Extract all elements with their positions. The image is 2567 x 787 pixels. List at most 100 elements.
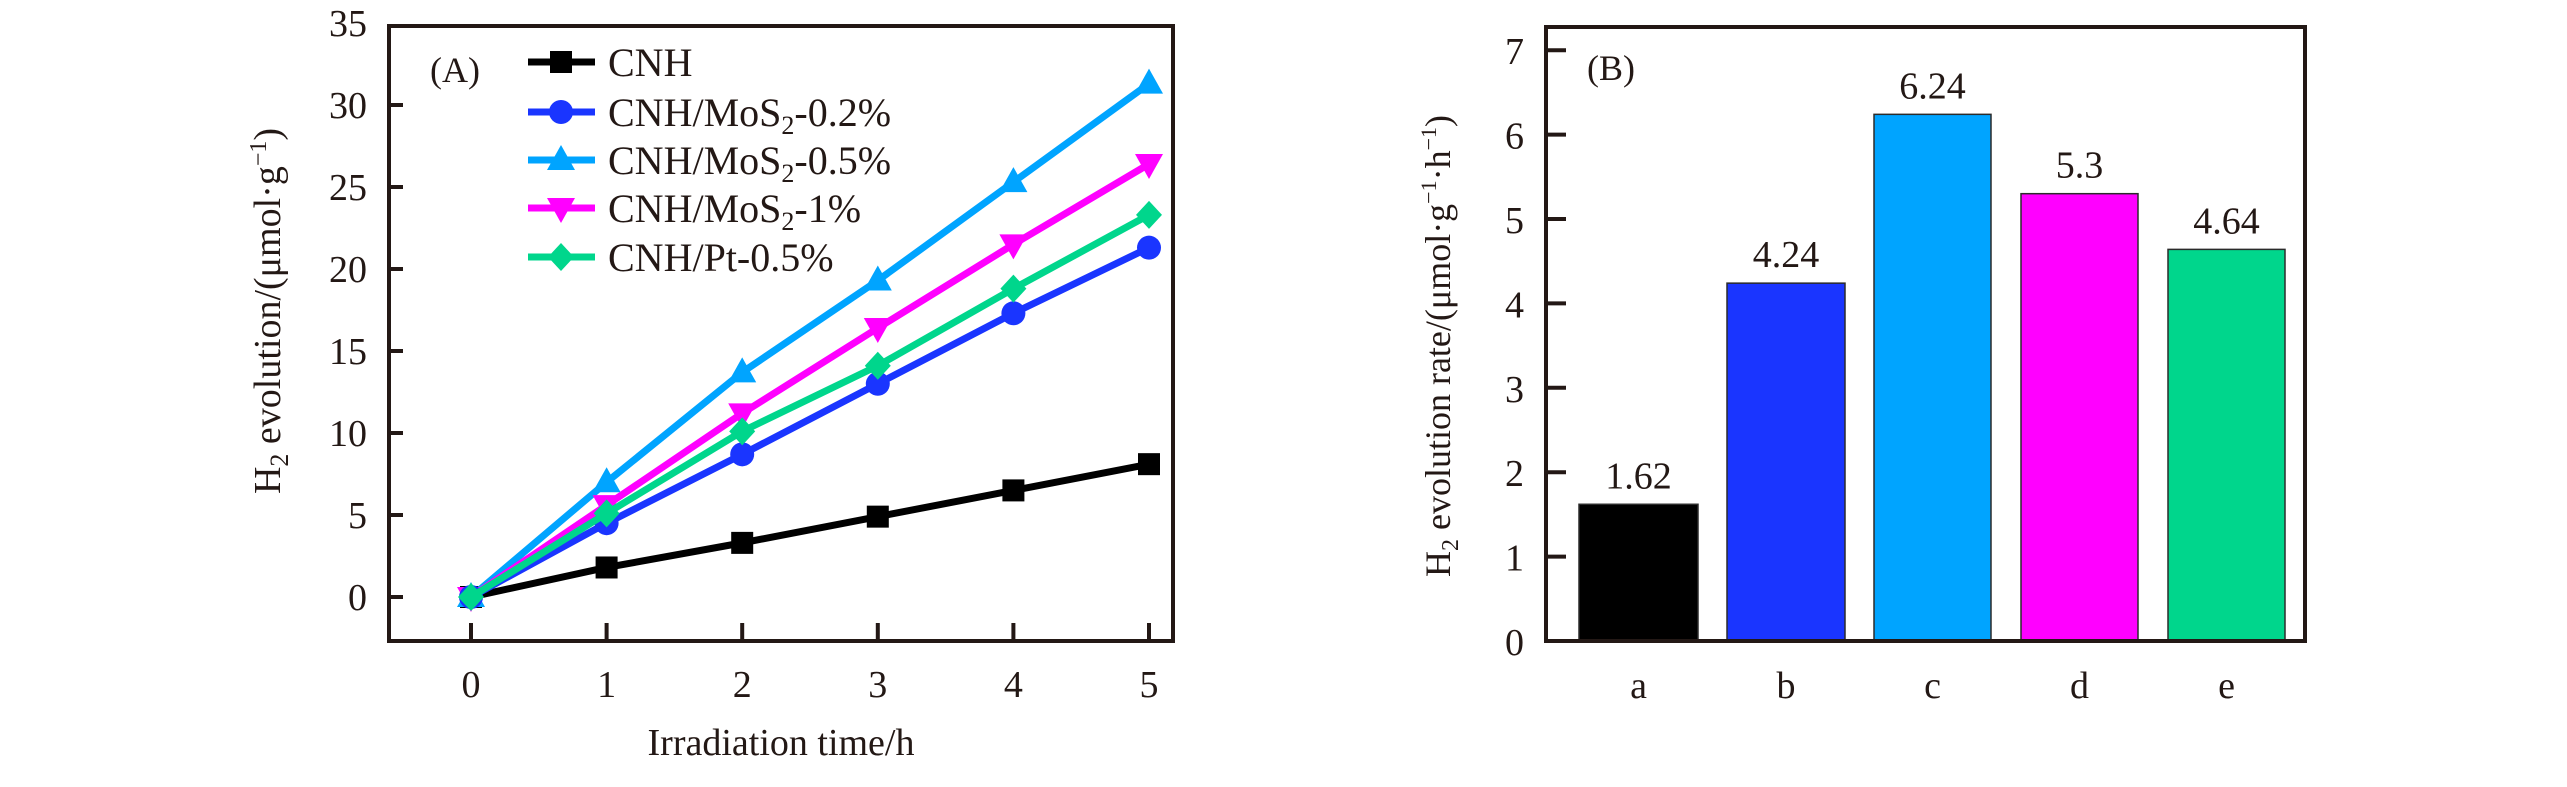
data-point-marker	[1137, 235, 1161, 260]
y-tick-label: 20	[329, 249, 367, 291]
panel-b-data-labels: 1.62 4.24 6.24 5.3 4.64	[1605, 65, 2260, 497]
panel-a-x-ticks: 0 1 2 3 4 5	[462, 623, 1159, 706]
data-point-marker	[864, 351, 891, 380]
panel-b-label: (B)	[1587, 48, 1635, 88]
x-tick-label: 1	[597, 664, 616, 706]
panel-b-bars	[1578, 113, 2286, 642]
x-tick-label: 2	[733, 664, 752, 706]
legend-marker	[547, 198, 575, 223]
legend-label: CNH/Pt-0.5%	[608, 235, 834, 280]
y-tick-label: 6	[1505, 116, 1524, 158]
panel-b-y-axis-title: H2 evolution rate/(μmol·g−1·h−1)	[1416, 115, 1464, 577]
data-point-marker	[999, 234, 1028, 260]
legend-item: CNH	[528, 40, 692, 85]
data-label: 4.24	[1753, 234, 1820, 276]
legend-marker	[549, 100, 573, 124]
x-tick-label: e	[2218, 665, 2235, 707]
y-tick-label: 2	[1505, 453, 1524, 495]
data-label: 4.64	[2193, 200, 2260, 242]
data-point-marker	[863, 265, 892, 291]
bar-c	[1873, 113, 1992, 642]
y-tick-label: 5	[348, 495, 367, 537]
data-point-marker	[728, 403, 757, 429]
legend-label: CNH/MoS2-0.5%	[608, 138, 891, 188]
y-tick-label: 15	[329, 331, 367, 373]
data-point-marker	[863, 318, 892, 344]
x-tick-label: 0	[462, 664, 481, 706]
series-line	[469, 244, 1151, 601]
panel-a-label: (A)	[430, 50, 480, 90]
data-point-marker	[865, 371, 890, 396]
legend-marker	[548, 243, 574, 271]
x-tick-label: 4	[1004, 664, 1023, 706]
data-point-marker	[595, 556, 618, 579]
data-point-marker	[728, 357, 757, 383]
legend-label: CNH/MoS2-0.2%	[608, 90, 891, 140]
series-line	[470, 460, 1150, 601]
x-tick-label: a	[1630, 665, 1647, 707]
panel-a-legend: CNH CNH/MoS2-0.2%CNH/MoS2-0.5%CNH/MoS2-1%…	[528, 40, 891, 280]
panel-a-series	[457, 68, 1163, 612]
data-point-marker	[1135, 68, 1163, 94]
panel-a-plot-frame	[387, 24, 1175, 643]
data-point-marker	[593, 499, 620, 528]
bar-d	[2020, 192, 2139, 642]
data-point-marker	[1002, 479, 1025, 502]
bar-e	[2167, 248, 2286, 642]
legend-marker	[550, 51, 572, 73]
data-label: 6.24	[1899, 65, 1966, 107]
x-tick-label: b	[1777, 665, 1796, 707]
data-point-marker	[592, 467, 621, 493]
legend-item: CNH/MoS2-0.2%	[528, 90, 891, 140]
panel-a-y-axis-title: H2 evolution/(μmol·g−1)	[246, 128, 294, 494]
legend-label: CNH/MoS2-1%	[608, 186, 861, 236]
x-tick-label: d	[2070, 665, 2089, 707]
series-line	[469, 161, 1151, 600]
legend-item: CNH/MoS2-1%	[528, 186, 861, 236]
panel-b-bar-chart: 0 1 2 3 4 5 6 7 a b c d e 1.62 4.24 6.24 5.3 4.64 (B) H…	[1416, 25, 2307, 707]
y-tick-label: 25	[329, 167, 367, 209]
panel-a-y-ticks: 0 5 10 15 20 25 30 35	[329, 3, 403, 619]
legend-label: CNH	[608, 40, 692, 85]
series-line	[469, 211, 1151, 600]
series-cnh-mos2-0-2-	[459, 235, 1161, 609]
data-point-marker	[458, 583, 484, 611]
data-point-marker	[999, 167, 1028, 193]
data-label: 1.62	[1605, 455, 1672, 497]
legend-item: CNH/MoS2-0.5%	[528, 138, 891, 188]
bar-b	[1726, 282, 1846, 642]
panel-a-line-chart: 0 5 10 15 20 25 30 35 0 1 2 3 4 5 (A) CNH CNH/MoS2-0.…	[246, 3, 1175, 764]
y-tick-label: 1	[1505, 538, 1524, 580]
data-point-marker	[1136, 200, 1162, 229]
data-point-marker	[866, 505, 889, 528]
data-point-marker	[729, 417, 756, 446]
data-point-marker	[731, 531, 754, 554]
x-tick-label: 3	[868, 664, 887, 706]
y-tick-label: 0	[1505, 622, 1524, 664]
bar-a	[1578, 503, 1699, 642]
data-point-marker	[1001, 301, 1026, 326]
y-tick-label: 0	[348, 577, 367, 619]
x-tick-label: 5	[1140, 664, 1159, 706]
panel-b-plot-frame	[1544, 25, 2307, 643]
series-line	[468, 80, 1152, 600]
y-tick-label: 30	[329, 85, 367, 127]
panel-a-x-axis-title: Irradiation time/h	[648, 722, 915, 764]
legend-marker	[547, 145, 575, 170]
y-tick-label: 35	[329, 3, 367, 45]
y-tick-label: 4	[1505, 284, 1524, 326]
series-cnh-pt-0-5-	[458, 200, 1162, 611]
y-tick-label: 10	[329, 413, 367, 455]
panel-b-y-ticks: 0 1 2 3 4 5 6 7	[1505, 31, 1566, 664]
legend-item: CNH/Pt-0.5%	[528, 235, 834, 280]
data-point-marker	[1135, 154, 1163, 180]
data-label: 5.3	[2056, 145, 2104, 187]
y-tick-label: 7	[1505, 31, 1524, 73]
data-point-marker	[730, 442, 755, 467]
y-tick-label: 3	[1505, 369, 1524, 411]
x-tick-label: c	[1924, 665, 1941, 707]
panel-b-x-tick-labels: a b c d e	[1630, 665, 2235, 707]
data-point-marker	[1138, 453, 1160, 476]
y-tick-label: 5	[1505, 200, 1524, 242]
